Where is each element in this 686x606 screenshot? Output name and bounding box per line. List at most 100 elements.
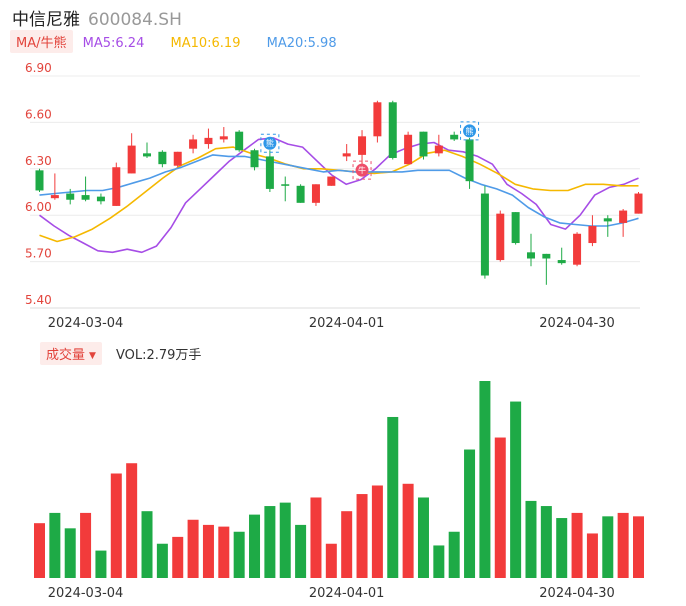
candle-body [573, 233, 582, 265]
candle [373, 100, 382, 143]
candle-body [127, 145, 136, 174]
candle [96, 193, 105, 205]
ma5-legend-label: MA5:6.24 [82, 36, 145, 51]
candle-body [588, 226, 597, 244]
candle-body [358, 136, 367, 155]
candle-body [526, 252, 535, 259]
ma5-line [39, 137, 639, 254]
price-axis-tick-label: 6.90 [25, 61, 52, 75]
candle-body [342, 153, 351, 157]
candle-body [327, 176, 336, 186]
stock-name: 中信尼雅 [12, 10, 80, 30]
ma20-line [39, 154, 639, 227]
candle-body [296, 185, 305, 203]
candle [81, 176, 90, 202]
candle-body [35, 170, 44, 191]
candle [50, 173, 59, 200]
date-axis-tick-label: 2024-04-01 [309, 316, 385, 331]
volume-bar [510, 401, 522, 578]
candle [465, 137, 474, 189]
volume-bar [49, 512, 61, 578]
candle [573, 232, 582, 267]
volume-legend: 成交量 ▼ VOL:2.79万手 [40, 342, 201, 365]
marker-symbol: 熊 [266, 138, 274, 148]
volume-bar [448, 531, 460, 578]
price-axis-tick-label: 6.60 [25, 107, 52, 121]
candle [542, 253, 551, 285]
volume-bar [295, 524, 307, 578]
date-axis-tick-label: 2024-04-30 [539, 316, 615, 331]
volume-bar [556, 518, 568, 578]
volume-date-axis-tick-label: 2024-04-30 [539, 586, 615, 601]
bear-marker-icon: 熊 [460, 121, 480, 141]
ma-indicator-tab[interactable]: MA/牛熊 [10, 30, 73, 53]
candle-body [465, 139, 474, 182]
volume-bar [202, 524, 214, 578]
volume-bar [325, 543, 337, 578]
candle-body [634, 193, 643, 214]
candle [281, 176, 290, 202]
volume-bar [464, 449, 476, 578]
candle [526, 233, 535, 267]
marker-badge [355, 163, 369, 177]
candle-body [542, 253, 551, 259]
candle-body [204, 137, 213, 145]
price-axis-tick-label: 6.00 [25, 200, 52, 214]
volume-bar [417, 497, 429, 578]
candle [342, 144, 351, 162]
candle [296, 184, 305, 203]
volume-bar [371, 485, 383, 578]
candle [358, 130, 367, 165]
volume-bar [525, 500, 537, 578]
price-axis-tick-label: 6.30 [25, 154, 52, 168]
candle [450, 131, 459, 141]
volume-bar [95, 550, 107, 578]
candle [311, 184, 320, 206]
candle [265, 150, 274, 192]
candle-body [496, 213, 505, 261]
volume-bar [64, 528, 76, 578]
volume-bar [387, 416, 399, 578]
candle-body [265, 156, 274, 189]
ma-legend: MA/牛熊 MA5:6.24 MA10:6.19 MA20:5.98 [10, 30, 337, 53]
candle-body [434, 145, 443, 154]
volume-bar [34, 523, 45, 578]
candle-body [112, 167, 121, 206]
candle [66, 188, 75, 205]
candle-body [66, 193, 75, 200]
candle [434, 134, 443, 157]
candle-body [450, 134, 459, 140]
candle [419, 131, 428, 160]
candle-body [235, 131, 244, 151]
candle [603, 215, 612, 237]
marker-symbol: 牛 [358, 165, 366, 175]
volume-bar [356, 494, 368, 578]
candle-body [158, 151, 167, 165]
volume-bar [494, 437, 506, 578]
stock-title: 中信尼雅 600084.SH [12, 5, 182, 30]
candle-body [373, 102, 382, 137]
candle-body [619, 210, 628, 223]
candle-body [219, 136, 228, 140]
candle-body [603, 218, 612, 222]
candle-body [96, 196, 105, 202]
volume-tab-label: 成交量 [46, 348, 86, 363]
candle-body [250, 150, 259, 168]
volume-indicator-dropdown[interactable]: 成交量 ▼ [40, 342, 102, 365]
candle [619, 209, 628, 237]
price-axis-tick-label: 5.40 [25, 293, 52, 307]
volume-value-label: VOL:2.79万手 [115, 348, 202, 363]
volume-bar [126, 463, 138, 578]
volume-bar [540, 506, 552, 578]
candle-body [189, 139, 198, 149]
marker-frame [260, 133, 280, 153]
volume-bar [156, 543, 168, 578]
date-axis-tick-label: 2024-03-04 [48, 316, 124, 331]
candle-body [388, 102, 397, 158]
candle [158, 150, 167, 168]
bear-marker-icon: 熊 [260, 133, 280, 153]
candle [250, 148, 259, 171]
marker-badge [463, 124, 477, 138]
volume-bar [602, 516, 614, 578]
